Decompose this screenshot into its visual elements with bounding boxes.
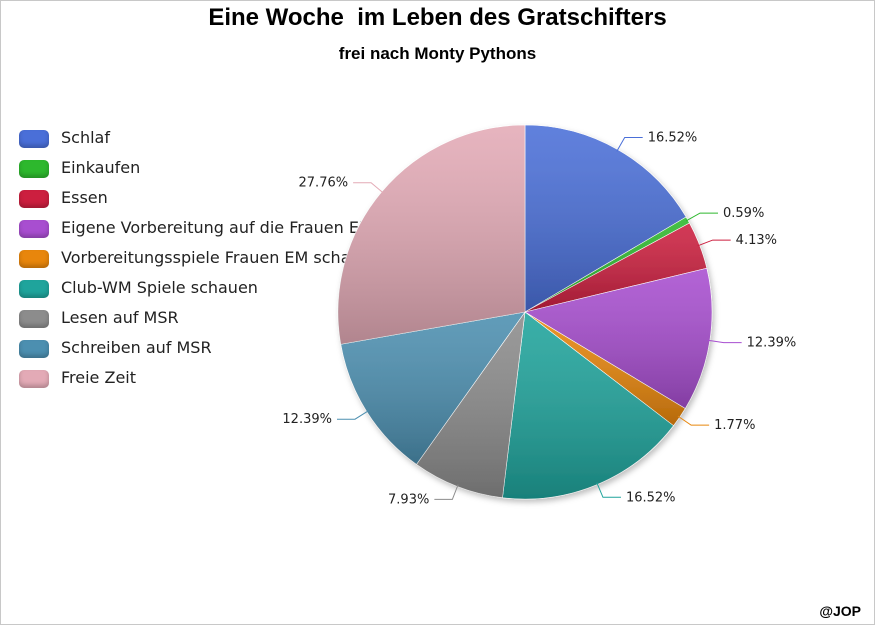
leader-line [685, 212, 719, 222]
slice-label: 12.39% [282, 412, 332, 427]
leader-line [697, 239, 731, 247]
leader-line [677, 415, 710, 426]
leader-line [434, 484, 459, 500]
legend-label: Freie Zeit [61, 368, 137, 387]
pie-slice-shading [338, 125, 525, 345]
leader-line [707, 339, 742, 344]
pie-slice-shading [340, 312, 525, 465]
slice-label: 4.13% [736, 233, 777, 248]
legend-swatch [19, 160, 49, 178]
legend-swatch [19, 280, 49, 298]
legend-swatch [19, 190, 49, 208]
slice-label: 12.39% [747, 336, 797, 351]
legend-label: Lesen auf MSR [61, 308, 179, 327]
legend-label: Vorbereitungsspiele Frauen EM schauen [61, 248, 381, 267]
pie-slice-shading [525, 217, 690, 312]
slice-label: 7.93% [388, 492, 429, 507]
legend-swatch [19, 220, 49, 238]
legend-swatch [19, 310, 49, 328]
legend-label: Schlaf [61, 128, 110, 147]
chart-subtitle: frei nach Monty Pythons [338, 44, 537, 63]
slice-label: 1.77% [714, 418, 755, 433]
legend-swatch [19, 340, 49, 358]
slice-label: 0.59% [723, 206, 764, 221]
pie-slice-shading [525, 312, 686, 426]
legend-label: Club-WM Spiele schauen [61, 278, 258, 297]
pie-slice-shading [525, 223, 707, 312]
legend-swatch [19, 130, 49, 148]
slice-label: 16.52% [648, 130, 698, 145]
leader-line [353, 182, 384, 194]
pie-slice-shading [502, 312, 674, 499]
legend-label: Eigene Vorbereitung auf die Frauen EM [61, 218, 373, 237]
leader-line [336, 410, 369, 420]
leader-line [596, 482, 621, 498]
chart-title: Eine Woche im Leben des Gratschifters [208, 4, 667, 31]
legend-label: Schreiben auf MSR [61, 338, 212, 357]
legend-label: Essen [61, 188, 108, 207]
legend-swatch [19, 250, 49, 268]
credit-label: @JOP [819, 603, 861, 619]
legend-swatch [19, 370, 49, 388]
leader-line [616, 136, 643, 152]
pie-slice-shading [525, 268, 712, 409]
slice-label: 16.52% [626, 490, 676, 505]
pie-slice-shading [416, 312, 525, 498]
slice-label: 27.76% [299, 176, 349, 191]
pie-slice-shading [525, 125, 687, 312]
legend-label: Einkaufen [61, 158, 141, 177]
